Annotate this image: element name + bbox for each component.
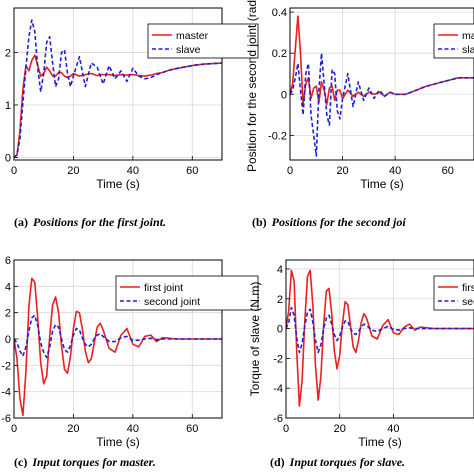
legend-label: slave <box>176 44 201 56</box>
y-tick-label: 2 <box>277 294 283 306</box>
legend: master slave <box>433 23 474 59</box>
y-tick-label: 0.2 <box>272 48 287 60</box>
y-tick-label: 2 <box>5 308 11 320</box>
legend-label: second joint <box>144 296 200 308</box>
y-axis-label: Torque of slave (N.m) <box>248 282 262 397</box>
plot-frame <box>285 259 474 419</box>
y-tick-label: 2 <box>5 48 11 60</box>
legend: first joint second joint <box>115 275 259 311</box>
y-axis-label: Position for the second joint (rad) <box>245 0 259 172</box>
x-tick-label: 40 <box>389 165 401 177</box>
legend-label: first joint <box>462 282 474 294</box>
y-tick-label: 0 <box>277 324 283 336</box>
x-tick-label: 60 <box>186 165 198 177</box>
x-axis-label: Time (s) <box>96 177 140 191</box>
y-tick-label: 6 <box>5 255 11 267</box>
caption-text: Positions for the first joint. <box>33 215 166 229</box>
series-line-slave <box>290 52 474 157</box>
x-axis-label: Time (s) <box>360 177 404 191</box>
x-tick-label: 20 <box>67 165 79 177</box>
y-tick-label: -6 <box>273 413 283 425</box>
series-group <box>286 269 474 407</box>
x-tick-label: 60 <box>186 423 198 435</box>
x-tick-label: 20 <box>334 423 346 435</box>
caption-text: Positions for the second joi <box>272 215 407 229</box>
x-axis-label: Time (s) <box>358 435 402 449</box>
x-tick-label: 40 <box>127 165 139 177</box>
x-tick-label: 0 <box>283 423 289 435</box>
series-group <box>290 15 474 157</box>
series-group <box>14 277 222 417</box>
figure-caption: (a) Positions for the first joint. <box>14 215 166 229</box>
y-tick-label: 0 <box>5 152 11 164</box>
x-tick-label: 0 <box>287 165 293 177</box>
x-tick-label: 20 <box>67 423 79 435</box>
y-tick-label: 4 <box>5 281 11 293</box>
x-tick-label: 0 <box>11 423 17 435</box>
chart-panel-1: 0 20 40 60 0 1 2 Time (s) master slave (a) Position… <box>5 7 259 229</box>
legend-label: first joint <box>144 282 183 294</box>
plot-frame <box>13 7 223 161</box>
legend: master slave <box>147 23 259 59</box>
series-line-slave <box>14 19 222 159</box>
series-line-second-joint <box>14 314 222 359</box>
caption-text: Input torques for slave. <box>289 455 405 469</box>
chart-panel-4: 0 20 40 -6 -4 -2 0 2 4 Time (s) Torque of slave (N… <box>248 259 474 469</box>
legend: first joint second joint <box>433 275 474 311</box>
y-tick-label: -0.2 <box>268 130 287 142</box>
legend-label: master <box>462 30 474 42</box>
y-tick-label: 4 <box>277 264 283 276</box>
y-tick-label: -4 <box>1 387 11 399</box>
x-tick-label: 40 <box>387 423 399 435</box>
series-line-second-joint <box>286 306 474 354</box>
y-tick-label: 0 <box>5 334 11 346</box>
chart-panel-2: 0 20 40 60 -0.2 0 0.2 0.4 Time (s) Position for t… <box>245 0 474 229</box>
y-tick-label: -2 <box>273 353 283 365</box>
legend-label: master <box>176 30 209 42</box>
caption-tag: (d) <box>270 455 285 469</box>
caption-tag: (c) <box>14 455 27 469</box>
legend-box <box>433 275 474 311</box>
legend-box <box>147 23 259 59</box>
caption-text: Input torques for master. <box>31 455 155 469</box>
y-tick-label: 0.4 <box>272 7 287 19</box>
legend-box <box>115 275 259 311</box>
chart-panel-3: 0 20 40 60 -6 -4 -2 0 2 4 6 Time (s) first joint seco… <box>1 255 259 469</box>
plot-frame <box>289 7 474 161</box>
x-tick-label: 40 <box>127 423 139 435</box>
series-line-first-joint <box>286 269 474 407</box>
figure-caption: (c) Input torques for master. <box>14 455 156 469</box>
legend-box <box>433 23 474 59</box>
y-tick-label: 0 <box>281 89 287 101</box>
legend-label: second joint <box>462 296 474 308</box>
series-group <box>14 19 222 159</box>
series-line-master <box>14 54 222 159</box>
y-tick-label: -2 <box>1 360 11 372</box>
x-axis-label: Time (s) <box>96 435 140 449</box>
y-tick-label: -6 <box>1 413 11 425</box>
legend-label: slave <box>462 44 474 56</box>
figure-caption: (d) Input torques for slave. <box>270 455 405 469</box>
figure-caption: (b) Positions for the second joi <box>252 215 406 229</box>
x-tick-label-partial: 60 <box>442 165 454 177</box>
caption-tag: (b) <box>252 215 267 229</box>
y-tick-label: 1 <box>5 100 11 112</box>
x-tick-label: 0 <box>11 165 17 177</box>
caption-tag: (a) <box>14 215 28 229</box>
y-tick-label: -4 <box>273 383 283 395</box>
x-tick-label: 20 <box>336 165 348 177</box>
